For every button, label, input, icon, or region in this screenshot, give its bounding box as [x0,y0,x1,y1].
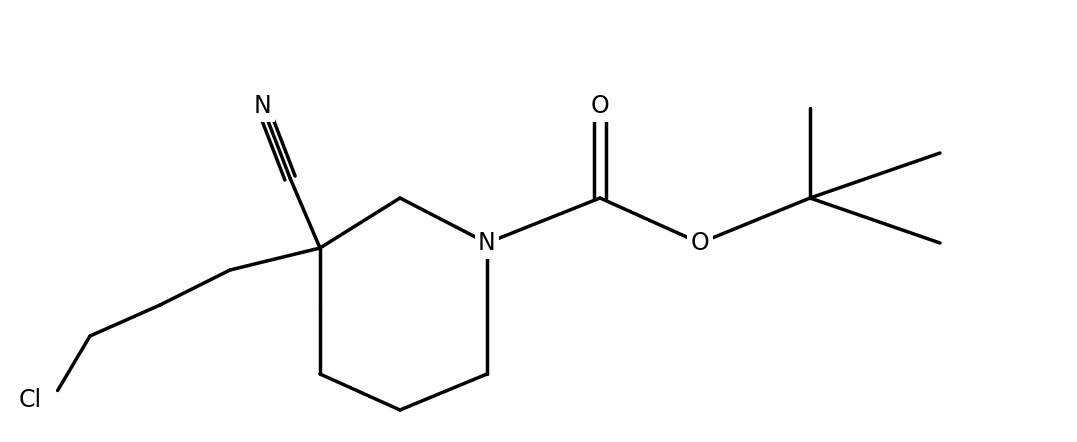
Text: N: N [478,231,495,255]
Text: Cl: Cl [19,388,42,412]
Text: O: O [590,94,610,118]
Text: N: N [254,94,271,118]
Text: O: O [690,231,710,255]
